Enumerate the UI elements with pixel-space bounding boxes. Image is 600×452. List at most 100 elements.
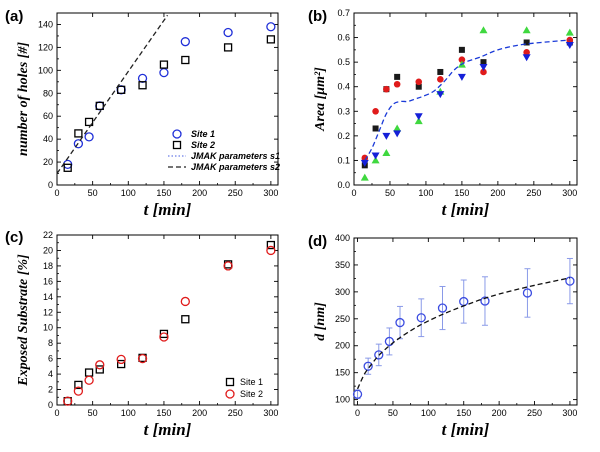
y-tick-label: 22 [43, 230, 53, 240]
y-axis-label: number of holes [#] [16, 42, 31, 156]
data-point-series-1 [374, 350, 384, 360]
data-point-site-1 [159, 329, 169, 339]
data-point-site-1 [84, 368, 94, 377]
y-tick-label: 16 [43, 276, 53, 286]
x-tick-label: 0 [355, 408, 360, 418]
x-tick-label: 300 [562, 408, 577, 418]
x-axis-label: t [min] [442, 420, 490, 439]
data-point-site-2 [266, 245, 276, 256]
x-tick-label: 300 [263, 408, 278, 418]
data-point-series-3 [414, 117, 423, 125]
panel-a: (a) 0 50 100 150 200 250 300 0 20 40 60 80 100 120 140 t… [5, 8, 280, 219]
plot-frame [56, 12, 279, 186]
data-point-series-2 [361, 154, 369, 162]
legend-label: Site 2 [191, 140, 215, 150]
y-tick-label: 0.5 [337, 57, 350, 67]
y-tick-label: 250 [335, 314, 350, 324]
x-tick-label: 150 [156, 408, 171, 418]
data-point-series-2 [437, 76, 444, 83]
legend-marker [225, 389, 235, 399]
x-tick-label: 200 [490, 188, 505, 198]
data-point-series-1 [352, 389, 363, 399]
data-point-site-2 [84, 117, 94, 127]
y-tick-label: 0.6 [337, 33, 350, 43]
x-tick-label: 150 [454, 188, 469, 198]
y-tick-label: 60 [43, 111, 53, 121]
x-tick-label: 50 [385, 188, 395, 198]
data-point-site-1 [95, 365, 104, 374]
x-tick-label: 50 [88, 408, 98, 418]
legend-marker [172, 140, 182, 150]
data-point-series-3 [565, 28, 574, 36]
y-tick-label: 0.7 [337, 8, 350, 18]
x-tick-label: 100 [121, 408, 136, 418]
data-point-site-2 [95, 101, 104, 111]
data-point-site-1 [84, 132, 94, 142]
y-tick-label: 0.2 [337, 131, 350, 141]
x-tick-label: 200 [192, 408, 207, 418]
data-point-series-3 [522, 26, 531, 34]
x-tick-label: 0 [351, 188, 356, 198]
data-point-site-1 [180, 37, 190, 47]
data-point-series-1 [480, 59, 487, 66]
data-point-series-4 [565, 41, 574, 49]
data-point-series-1 [437, 303, 448, 313]
data-point-series-4 [360, 159, 369, 167]
data-point-series-2 [523, 49, 530, 56]
series-line-jmak-parameters-s2 [56, 14, 169, 174]
panel-label: (c) [5, 229, 23, 246]
x-tick-label: 150 [456, 408, 471, 418]
y-axis-label: Exposed Substrate [%] [16, 254, 31, 387]
data-point-series-1 [522, 288, 533, 298]
data-point-series-4 [457, 73, 466, 81]
data-point-site-1 [116, 85, 126, 95]
x-tick-label: 250 [228, 188, 243, 198]
data-point-series-1 [458, 46, 465, 53]
x-tick-label: 150 [156, 188, 171, 198]
data-point-series-4 [414, 113, 423, 121]
y-tick-label: 120 [38, 42, 53, 52]
data-point-site-1 [159, 67, 169, 78]
x-tick-label: 100 [121, 188, 136, 198]
y-tick-label: 4 [48, 369, 53, 379]
data-point-series-2 [458, 56, 466, 63]
y-tick-label: 0.3 [337, 106, 350, 116]
legend-label: Site 2 [240, 389, 263, 399]
panel-label: (d) [308, 233, 327, 250]
y-tick-label: 0.0 [337, 180, 350, 190]
x-tick-label: 0 [54, 188, 59, 198]
y-tick-label: 10 [43, 323, 53, 333]
data-point-series-4 [393, 130, 402, 138]
data-point-series-1 [384, 336, 395, 347]
y-tick-label: 80 [43, 88, 53, 98]
data-point-site-2 [63, 163, 72, 172]
data-point-site-1 [181, 315, 190, 324]
x-tick-label: 50 [88, 188, 98, 198]
x-tick-label: 250 [526, 188, 541, 198]
panel-b: (b) 0 50 100 150 200 250 300 0.0 0.1 0.2 0.3 0.4 0.5 0… [308, 8, 578, 219]
data-point-site-2 [117, 85, 126, 94]
data-point-site-1 [117, 359, 126, 369]
data-point-site-2 [223, 43, 233, 52]
legend-label: Site 1 [191, 129, 215, 139]
data-point-site-2 [266, 35, 276, 44]
data-point-site-2 [180, 296, 190, 307]
plot-frame [353, 237, 578, 406]
data-point-site-2 [74, 129, 83, 138]
legend-label: Site 1 [240, 377, 263, 387]
x-axis-label: t [min] [144, 200, 192, 219]
data-point-site-1 [266, 22, 276, 32]
y-tick-label: 14 [43, 292, 53, 302]
y-tick-label: 20 [43, 157, 53, 167]
y-tick-label: 6 [48, 354, 53, 364]
x-tick-label: 0 [54, 408, 59, 418]
data-point-site-1 [95, 101, 105, 111]
data-point-series-2 [415, 78, 423, 86]
x-tick-label: 50 [388, 408, 398, 418]
data-point-series-1 [416, 313, 426, 323]
data-point-site-2 [181, 55, 190, 65]
data-point-series-3 [479, 26, 488, 34]
x-tick-label: 100 [418, 188, 433, 198]
data-point-series-4 [382, 132, 391, 140]
